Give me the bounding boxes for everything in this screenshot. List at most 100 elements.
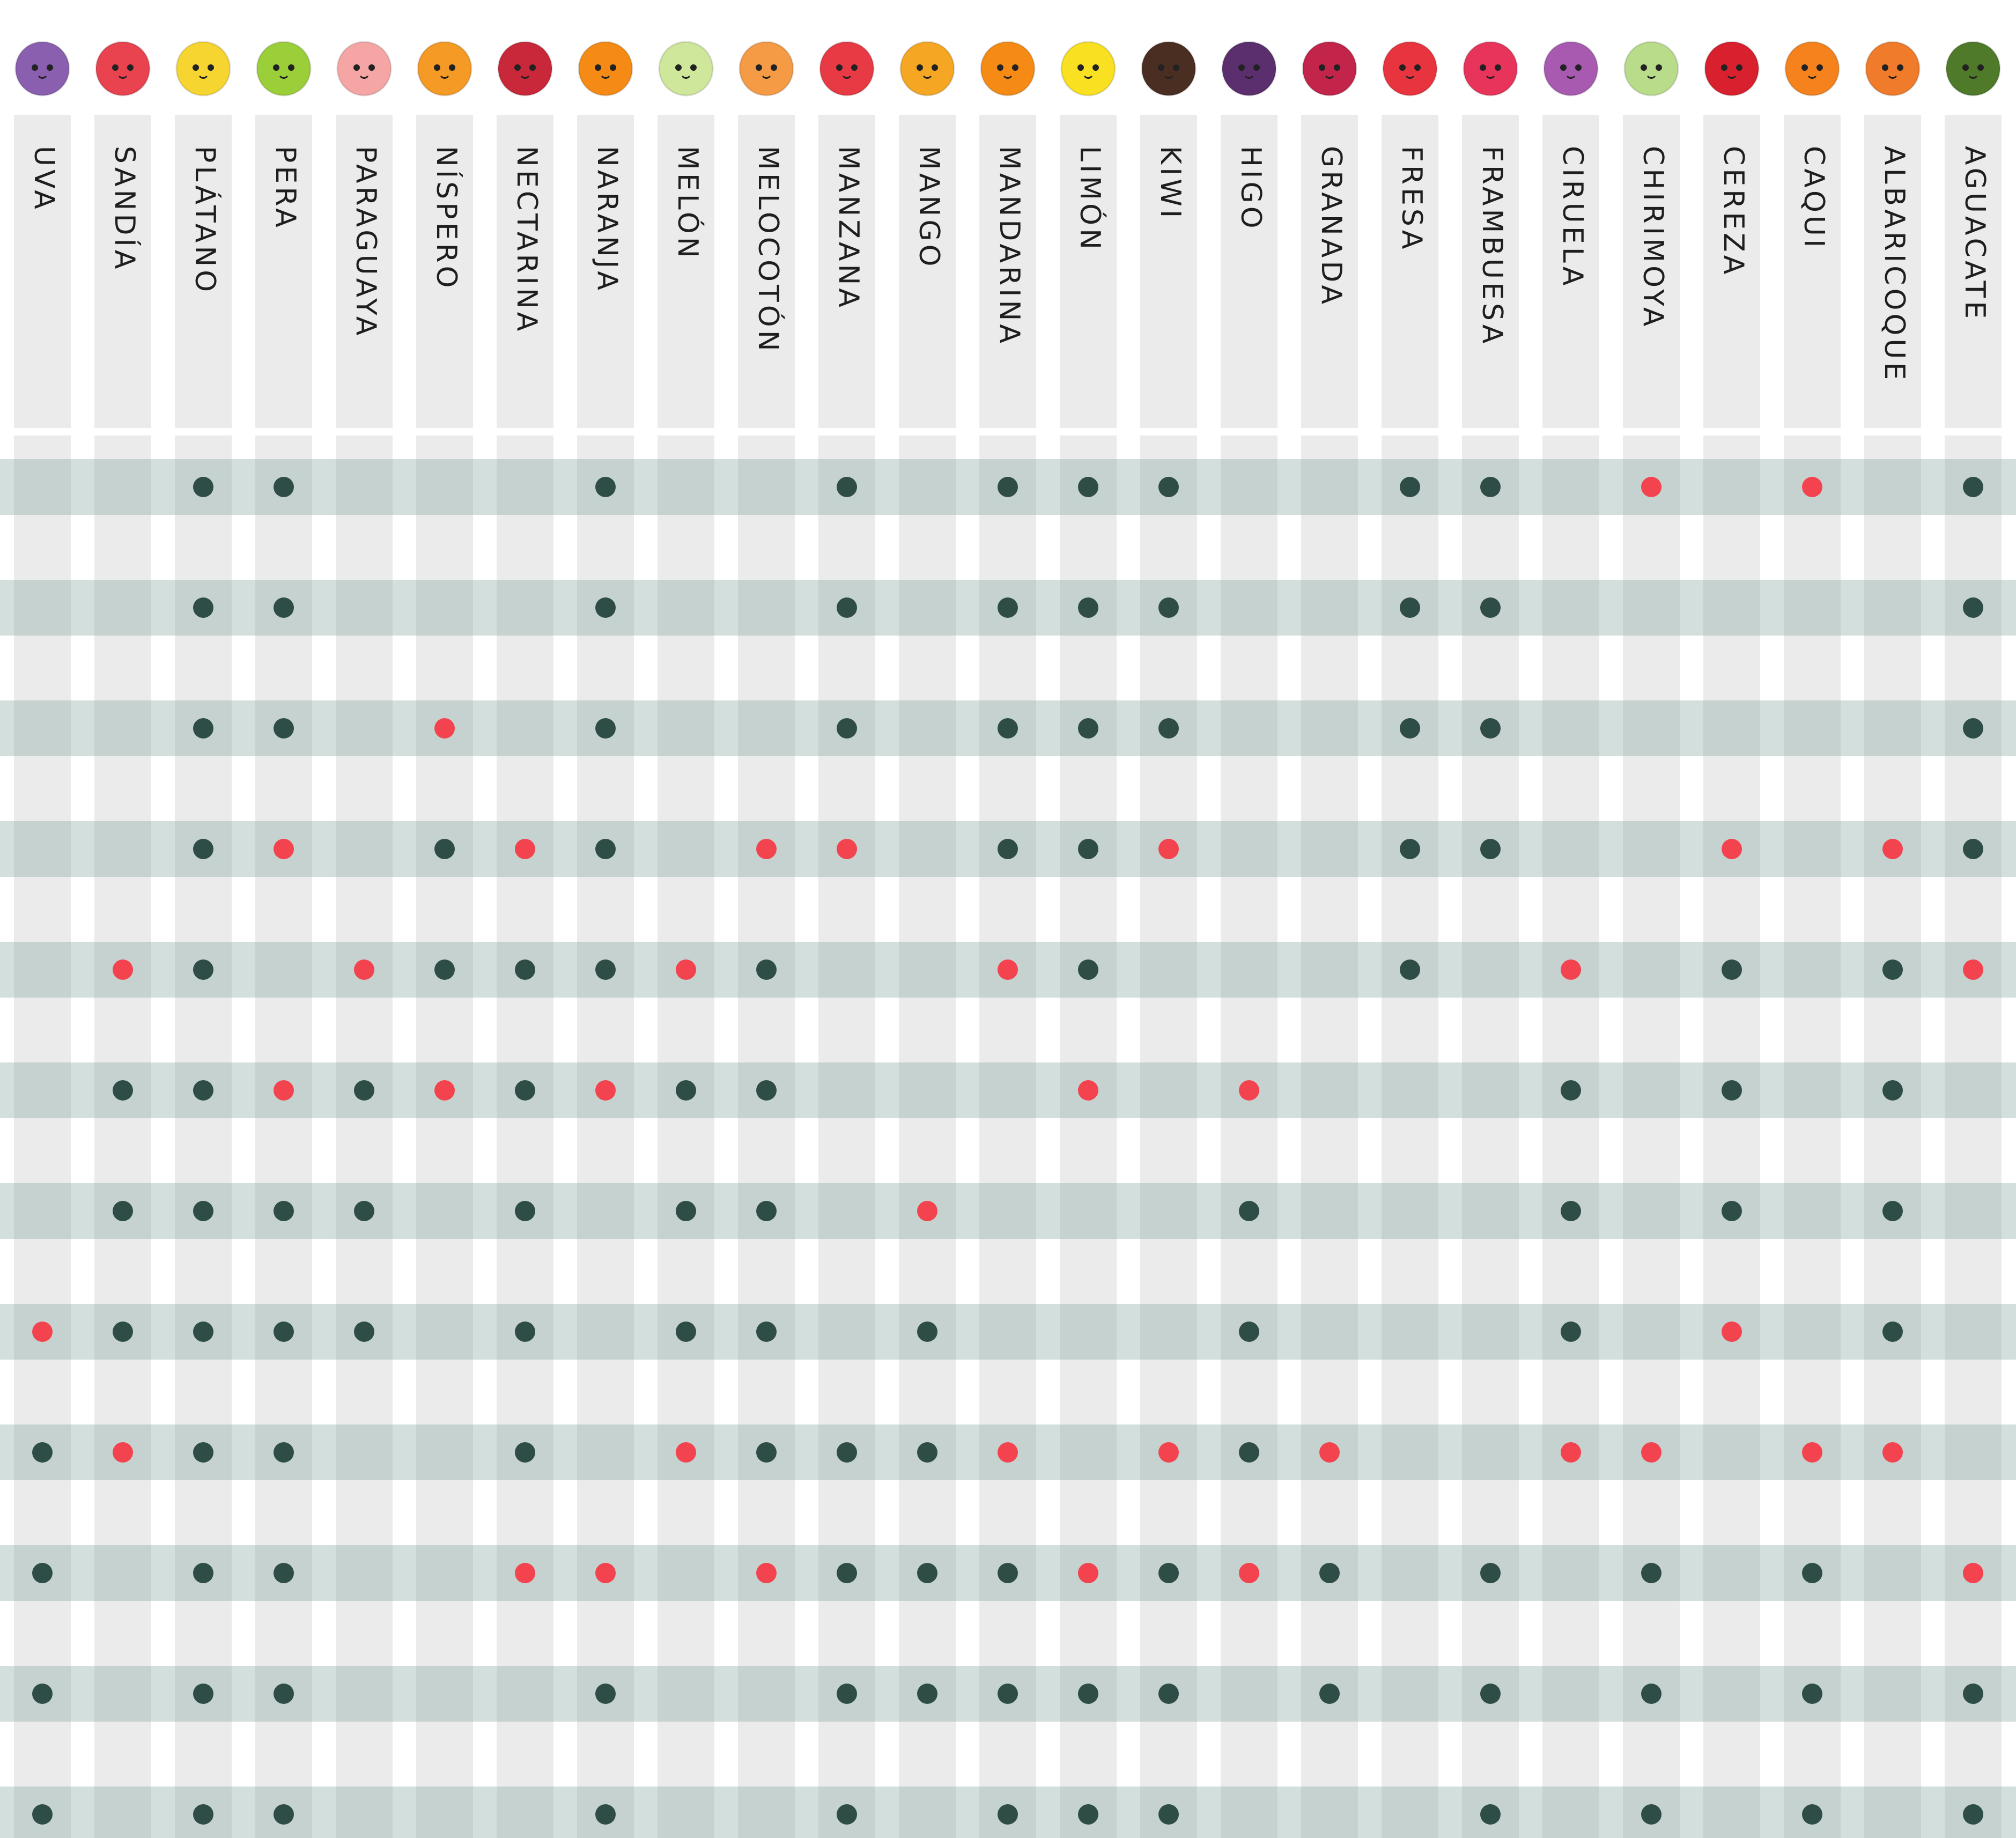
icon-eye [288,64,294,71]
season-dot [595,1804,616,1825]
season-dot [113,959,133,980]
fruit-icon [1544,42,1598,95]
season-dot [998,1684,1018,1704]
icon-body [1544,42,1598,95]
season-dot [274,839,294,859]
season-dot [274,1201,294,1221]
season-dot [1882,839,1903,859]
season-dot [1963,1804,1983,1825]
season-dot [756,1080,777,1101]
season-dot [274,477,294,497]
season-dot [354,1322,374,1342]
season-dot [434,718,455,739]
icon-body [1624,42,1678,95]
fruit-icon [1785,42,1839,95]
fruit-label: HIGO [1235,146,1267,232]
season-dot [676,959,696,980]
season-dot [917,1563,937,1583]
icon-body [1142,42,1195,95]
season-dot [515,1201,535,1221]
season-dot [1561,1080,1581,1101]
season-dot [515,1080,535,1101]
season-dot [756,1201,777,1221]
season-dot [676,1080,696,1101]
month-band [0,1183,2016,1239]
season-dot [1722,1201,1742,1221]
season-dot [113,1201,133,1221]
season-dot [1963,718,1983,739]
icon-body [418,42,471,95]
season-dot [1319,1442,1340,1463]
season-dot [998,959,1018,980]
season-dot [1480,1563,1501,1583]
fruit-icon [1624,42,1678,95]
season-dot [515,959,535,980]
month-band [0,1304,2016,1360]
season-dot [193,718,213,739]
season-dot [595,1563,616,1583]
icon-eye [449,64,455,71]
icon-eye [127,64,134,71]
icon-eye [1012,64,1018,71]
icon-body [1785,42,1839,95]
fruit-label: AGUACATE [1959,146,1991,322]
season-dot [1963,959,1983,980]
season-dot [595,839,616,859]
icon-eye [690,64,697,71]
season-dot [998,597,1018,618]
grid-column [416,435,473,1838]
season-dot [193,477,213,497]
season-dot [1239,1080,1259,1101]
season-dot [917,1684,937,1704]
icon-eye [1721,64,1727,71]
icon-eye [997,64,1003,71]
grid-column [658,435,714,1838]
fruit-icon [659,42,713,95]
icon-body [337,42,391,95]
season-dot [1802,1442,1822,1463]
season-dot [1158,718,1179,739]
fruit-icon [498,42,552,95]
fruit-label: UVA [28,146,60,212]
season-dot [1239,1442,1259,1463]
grid-column [1623,435,1680,1838]
season-dot [113,1322,133,1342]
grid-column [1221,435,1277,1838]
season-dot [1400,477,1420,497]
icon-eye [1319,64,1325,71]
season-dot [193,1804,213,1825]
season-dot [1158,1684,1179,1704]
season-dot [193,959,213,980]
icon-eye [1656,64,1662,71]
season-dot [1963,839,1983,859]
month-band [0,1062,2016,1118]
icon-body [1061,42,1115,95]
icon-body [1866,42,1919,95]
season-dot [1078,1804,1098,1825]
grid-column [1382,435,1438,1838]
season-dot [756,1442,777,1463]
season-dot [595,718,616,739]
season-dot [193,597,213,618]
icon-eye [1575,64,1582,71]
icon-eye [208,64,214,71]
icon-eye [932,64,938,71]
season-dot [917,1322,937,1342]
icon-eye [917,64,923,71]
icon-body [579,42,632,95]
season-dot [193,1442,213,1463]
fruit-label: NECTARINA [511,146,543,334]
season-dot [837,477,857,497]
fruit-label: PERA [269,146,301,231]
season-dot [1078,1684,1098,1704]
grid-column [818,435,875,1838]
icon-eye [1238,64,1245,71]
icon-eye [851,64,858,71]
season-dot [274,1442,294,1463]
season-dot [837,1442,857,1463]
season-dot [1802,477,1822,497]
season-dot [1078,839,1098,859]
season-dot [1802,1684,1822,1704]
grid-column [979,435,1036,1838]
season-dot [1400,597,1420,618]
